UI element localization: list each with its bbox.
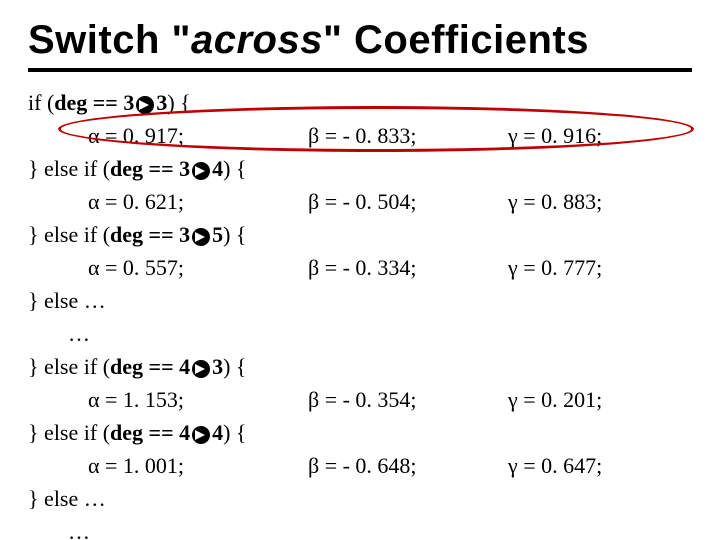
alpha-val: α = 0. 621; <box>88 185 308 218</box>
code-line: α = 1. 001;β = - 0. 648;γ = 0. 647; <box>28 449 692 482</box>
deg-expr: deg == 4 <box>110 420 190 445</box>
arrow-icon <box>192 162 210 180</box>
slide: Switch "across" Coefficients if (deg == … <box>0 0 720 540</box>
alpha-val: α = 0. 917; <box>88 119 308 152</box>
code-line: α = 0. 557;β = - 0. 334;γ = 0. 777; <box>28 251 692 284</box>
gamma-val: γ = 0. 647; <box>508 449 692 482</box>
code-line: α = 1. 153;β = - 0. 354;γ = 0. 201; <box>28 383 692 416</box>
code-line: α = 0. 621;β = - 0. 504;γ = 0. 883; <box>28 185 692 218</box>
alpha-val: α = 1. 001; <box>88 449 308 482</box>
beta-val: β = - 0. 833; <box>308 119 508 152</box>
code-line: if (deg == 3 3) { <box>28 86 692 119</box>
deg-target: 3 <box>212 354 223 379</box>
deg-target: 3 <box>156 90 167 115</box>
arrow-icon <box>192 426 210 444</box>
title-pre: Switch " <box>28 18 191 62</box>
cond-post: ) { <box>223 420 246 445</box>
code-line: } else if (deg == 4 3) { <box>28 350 692 383</box>
beta-val: β = - 0. 504; <box>308 185 508 218</box>
beta-val: β = - 0. 334; <box>308 251 508 284</box>
arrow-icon <box>192 228 210 246</box>
beta-val: β = - 0. 354; <box>308 383 508 416</box>
cond-pre: if ( <box>28 90 54 115</box>
deg-expr: deg == 3 <box>110 222 190 247</box>
arrow-icon <box>136 96 154 114</box>
gamma-val: γ = 0. 883; <box>508 185 692 218</box>
cond-post: ) { <box>167 90 190 115</box>
slide-title: Switch "across" Coefficients <box>28 18 692 62</box>
gamma-val: γ = 0. 916; <box>508 119 692 152</box>
code-line: α = 0. 917;β = - 0. 833;γ = 0. 916; <box>28 119 692 152</box>
cond-post: ) { <box>223 354 246 379</box>
title-post: " Coefficients <box>323 18 589 62</box>
alpha-val: α = 1. 153; <box>88 383 308 416</box>
cond-pre: } else if ( <box>28 420 110 445</box>
deg-target: 4 <box>212 156 223 181</box>
code-line: } else if (deg == 3 4) { <box>28 152 692 185</box>
alpha-val: α = 0. 557; <box>88 251 308 284</box>
else-line: } else … <box>28 284 692 317</box>
cond-pre: } else if ( <box>28 156 110 181</box>
code-block: if (deg == 33) {α = 0. 917;β = - 0. 833;… <box>28 86 692 540</box>
deg-expr: deg == 3 <box>110 156 190 181</box>
ellipsis-line: … <box>28 515 692 540</box>
deg-target: 4 <box>212 420 223 445</box>
code-line: } else if (deg == 4 4) { <box>28 416 692 449</box>
code-line: } else if (deg == 3 5) { <box>28 218 692 251</box>
deg-target: 5 <box>212 222 223 247</box>
cond-post: ) { <box>223 156 246 181</box>
arrow-icon <box>192 360 210 378</box>
gamma-val: γ = 0. 201; <box>508 383 692 416</box>
deg-expr: deg == 3 <box>54 90 134 115</box>
gamma-val: γ = 0. 777; <box>508 251 692 284</box>
title-rule <box>28 68 692 72</box>
cond-pre: } else if ( <box>28 222 110 247</box>
else-line: } else … <box>28 482 692 515</box>
title-italic: across <box>191 18 323 62</box>
ellipsis-line: … <box>28 317 692 350</box>
beta-val: β = - 0. 648; <box>308 449 508 482</box>
cond-pre: } else if ( <box>28 354 110 379</box>
deg-expr: deg == 4 <box>110 354 190 379</box>
cond-post: ) { <box>223 222 246 247</box>
